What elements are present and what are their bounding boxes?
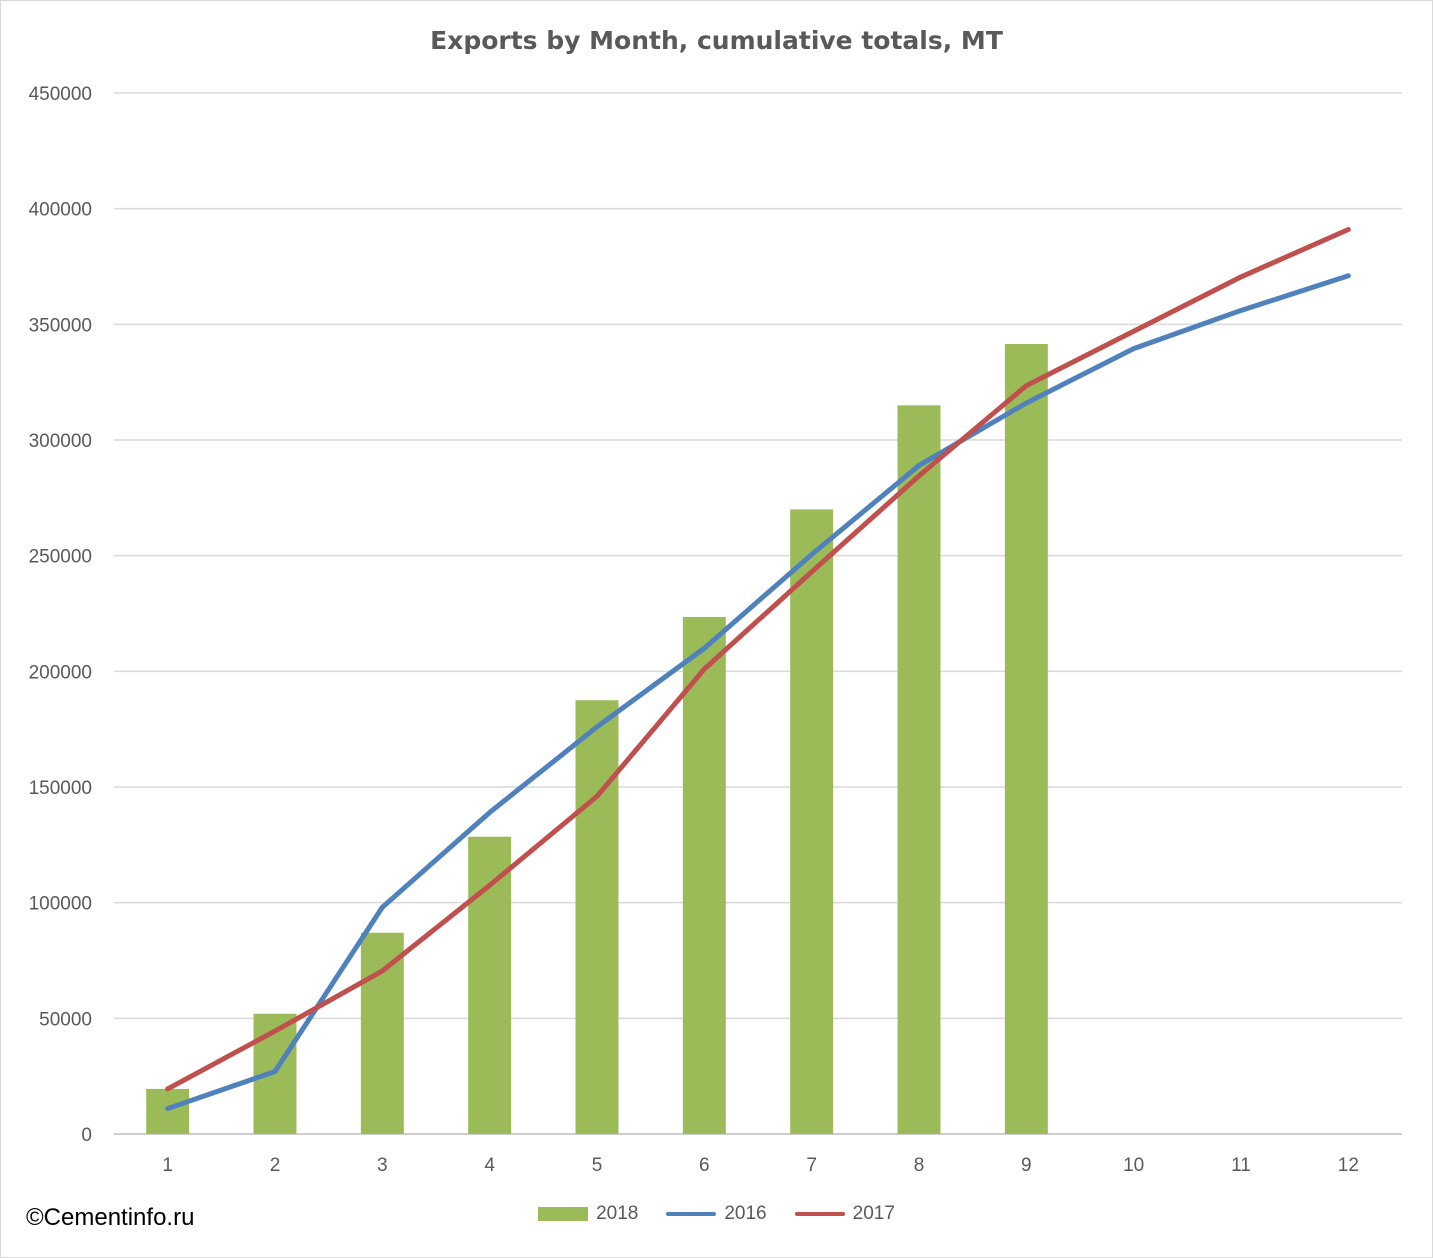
x-tick-label: 2 [270, 1155, 281, 1176]
y-tick-label: 0 [81, 1125, 92, 1146]
bar-2018 [1004, 343, 1048, 1134]
bar-2018 [682, 616, 726, 1134]
x-tick-label: 1 [162, 1155, 173, 1176]
bar-2018 [790, 509, 834, 1134]
bar-2018 [146, 1088, 190, 1134]
series-line-2017 [165, 226, 1351, 1092]
y-tick-label: 150000 [29, 778, 92, 799]
legend-swatch-2017 [794, 1212, 845, 1216]
legend-item-2016: 2016 [666, 1203, 767, 1225]
legend-label-2016: 2016 [724, 1203, 767, 1224]
y-tick-label: 50000 [39, 1009, 92, 1030]
bar-2018 [468, 836, 512, 1134]
legend-swatch-2018 [538, 1207, 589, 1221]
x-tick-label: 8 [914, 1155, 925, 1176]
y-tick-label: 200000 [29, 662, 92, 683]
x-tick-label: 6 [699, 1155, 710, 1176]
x-tick-label: 5 [592, 1155, 603, 1176]
bar-2018 [575, 700, 619, 1134]
x-tick-label: 9 [1021, 1155, 1032, 1176]
y-tick-label: 350000 [29, 315, 92, 336]
x-tick-label: 10 [1123, 1155, 1144, 1176]
y-tick-label: 400000 [29, 200, 92, 221]
y-tick-label: 100000 [29, 894, 92, 915]
legend-label-2017: 2017 [852, 1203, 895, 1224]
x-tick-label: 11 [1231, 1155, 1251, 1176]
y-tick-label: 450000 [29, 84, 92, 105]
y-tick-label: 250000 [29, 547, 92, 568]
y-tick-label: 300000 [29, 431, 92, 452]
legend-item-2018: 2018 [538, 1203, 638, 1225]
legend-label-2018: 2018 [596, 1203, 639, 1224]
legend-item-2017: 2017 [794, 1203, 895, 1225]
chart-title: Exports by Month, cumulative totals, MT [430, 26, 1003, 55]
bar-2018 [360, 932, 404, 1134]
series-line-2016 [165, 273, 1351, 1112]
legend-swatch-2016 [666, 1212, 717, 1216]
x-tick-label: 7 [806, 1155, 817, 1176]
bar-2018 [897, 405, 941, 1134]
copyright-credit: ©Cementinfo.ru [26, 1204, 195, 1231]
chart-legend: 2018 2016 2017 [0, 1203, 1433, 1225]
x-tick-label: 4 [484, 1155, 495, 1176]
x-tick-label: 12 [1338, 1155, 1359, 1176]
x-tick-label: 3 [377, 1155, 388, 1176]
